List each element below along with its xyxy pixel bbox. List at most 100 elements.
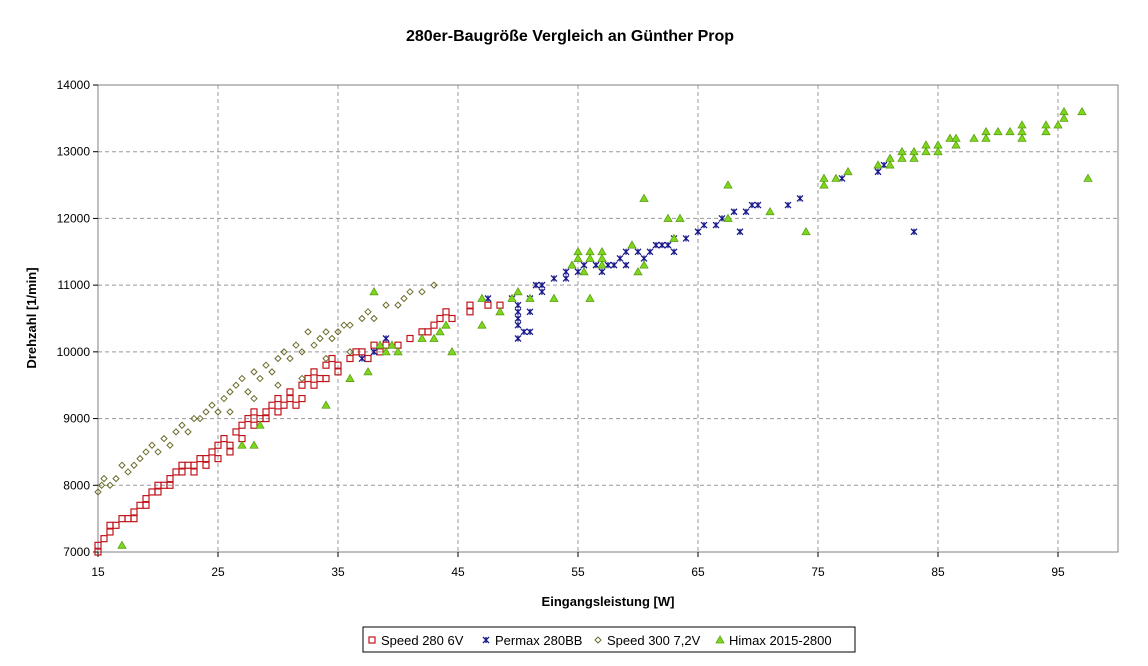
point-speed-280-6v <box>190 468 198 476</box>
point-speed-280-6v <box>196 455 204 463</box>
point-permax-280bb <box>358 355 366 362</box>
point-speed-300-7-2v <box>364 308 372 316</box>
legend-label-permax-280bb: Permax 280BB <box>495 633 582 648</box>
point-speed-280-6v <box>94 548 102 556</box>
point-himax-2015-2800 <box>249 440 259 449</box>
point-speed-300-7-2v <box>280 348 288 356</box>
point-speed-300-7-2v <box>274 354 282 363</box>
point-himax-2015-2800 <box>513 287 523 296</box>
point-speed-300-7-2v <box>292 341 300 349</box>
point-permax-280bb <box>736 228 744 236</box>
point-himax-2015-2800 <box>255 420 265 429</box>
point-himax-2015-2800 <box>375 340 385 349</box>
point-speed-300-7-2v <box>334 328 342 336</box>
x-tick-label: 95 <box>1051 565 1065 579</box>
point-speed-280-6v <box>448 314 456 323</box>
point-speed-280-6v <box>304 374 312 383</box>
point-permax-280bb <box>646 248 654 256</box>
legend-marker-himax-2015-2800 <box>715 635 725 644</box>
point-permax-280bb <box>574 268 582 276</box>
point-himax-2015-2800 <box>477 293 487 302</box>
point-himax-2015-2800 <box>723 180 733 189</box>
point-speed-300-7-2v <box>190 414 198 423</box>
point-permax-280bb <box>634 248 642 256</box>
point-speed-280-6v <box>280 401 288 409</box>
point-himax-2015-2800 <box>429 333 439 342</box>
point-speed-280-6v <box>268 401 276 409</box>
y-tick-label: 11000 <box>58 278 91 292</box>
point-permax-280bb <box>514 315 522 322</box>
point-himax-2015-2800 <box>639 260 649 269</box>
point-himax-2015-2800 <box>933 146 943 156</box>
point-speed-280-6v <box>184 461 192 469</box>
point-speed-300-7-2v <box>244 388 252 396</box>
point-permax-280bb <box>784 201 792 209</box>
point-himax-2015-2800 <box>669 233 679 242</box>
plot-area-border <box>97 84 1119 553</box>
point-speed-280-6v <box>424 328 432 336</box>
point-speed-280-6v <box>286 394 294 403</box>
point-speed-300-7-2v <box>316 334 324 343</box>
x-tick-label: 75 <box>811 565 825 579</box>
point-speed-280-6v <box>364 354 372 363</box>
point-speed-280-6v <box>130 508 138 516</box>
point-himax-2015-2800 <box>639 193 649 202</box>
point-permax-280bb <box>880 161 888 169</box>
point-speed-300-7-2v <box>220 394 228 403</box>
point-himax-2015-2800 <box>765 206 775 216</box>
point-speed-280-6v <box>466 301 474 309</box>
point-speed-300-7-2v <box>274 381 282 389</box>
point-permax-280bb <box>484 295 492 302</box>
point-speed-300-7-2v <box>172 428 180 436</box>
point-permax-280bb <box>520 328 528 336</box>
point-permax-280bb <box>514 335 522 342</box>
point-permax-280bb <box>514 308 522 316</box>
point-permax-280bb <box>610 261 618 269</box>
point-speed-280-6v <box>436 314 444 323</box>
point-speed-300-7-2v <box>178 421 186 429</box>
point-permax-280bb <box>838 174 846 182</box>
point-himax-2015-2800 <box>675 213 685 222</box>
point-speed-280-6v <box>358 348 366 356</box>
point-permax-280bb <box>910 228 918 236</box>
point-speed-280-6v <box>148 488 156 496</box>
point-speed-300-7-2v <box>298 348 306 356</box>
point-himax-2015-2800 <box>495 307 505 316</box>
point-speed-300-7-2v <box>328 334 336 343</box>
point-himax-2015-2800 <box>633 266 643 276</box>
point-speed-300-7-2v <box>208 401 216 409</box>
point-permax-280bb <box>718 214 726 222</box>
point-speed-280-6v <box>370 341 378 349</box>
point-speed-300-7-2v <box>382 301 390 309</box>
point-permax-280bb <box>658 241 666 249</box>
point-speed-280-6v <box>238 421 246 429</box>
data-points <box>94 106 1093 556</box>
point-speed-300-7-2v <box>298 374 306 383</box>
point-speed-280-6v <box>142 495 150 503</box>
x-tick-label: 25 <box>211 565 225 579</box>
x-tick-label: 85 <box>931 565 945 579</box>
point-speed-280-6v <box>136 501 144 509</box>
point-permax-280bb <box>598 268 606 276</box>
point-speed-300-7-2v <box>196 414 204 423</box>
point-speed-300-7-2v <box>310 341 318 349</box>
point-himax-2015-2800 <box>1083 173 1093 182</box>
point-permax-280bb <box>748 201 756 209</box>
point-speed-300-7-2v <box>130 461 138 469</box>
point-permax-280bb <box>796 194 804 202</box>
point-permax-280bb <box>538 281 546 289</box>
point-speed-280-6v <box>178 461 186 469</box>
legend-label-himax-2015-2800: Himax 2015-2800 <box>729 633 832 648</box>
legend-marker-speed-280-6v <box>368 636 376 644</box>
point-permax-280bb <box>514 301 522 309</box>
point-speed-300-7-2v <box>250 368 258 376</box>
point-speed-300-7-2v <box>256 374 264 383</box>
legend: Speed 280 6V Permax 280BB Speed 300 7,2V Hi… <box>362 626 856 653</box>
point-speed-280-6v <box>106 528 114 536</box>
point-speed-300-7-2v <box>118 461 126 469</box>
point-speed-280-6v <box>484 301 492 309</box>
point-himax-2015-2800 <box>369 287 379 296</box>
point-speed-280-6v <box>100 535 108 543</box>
point-speed-280-6v <box>220 434 228 443</box>
point-himax-2015-2800 <box>363 367 373 376</box>
